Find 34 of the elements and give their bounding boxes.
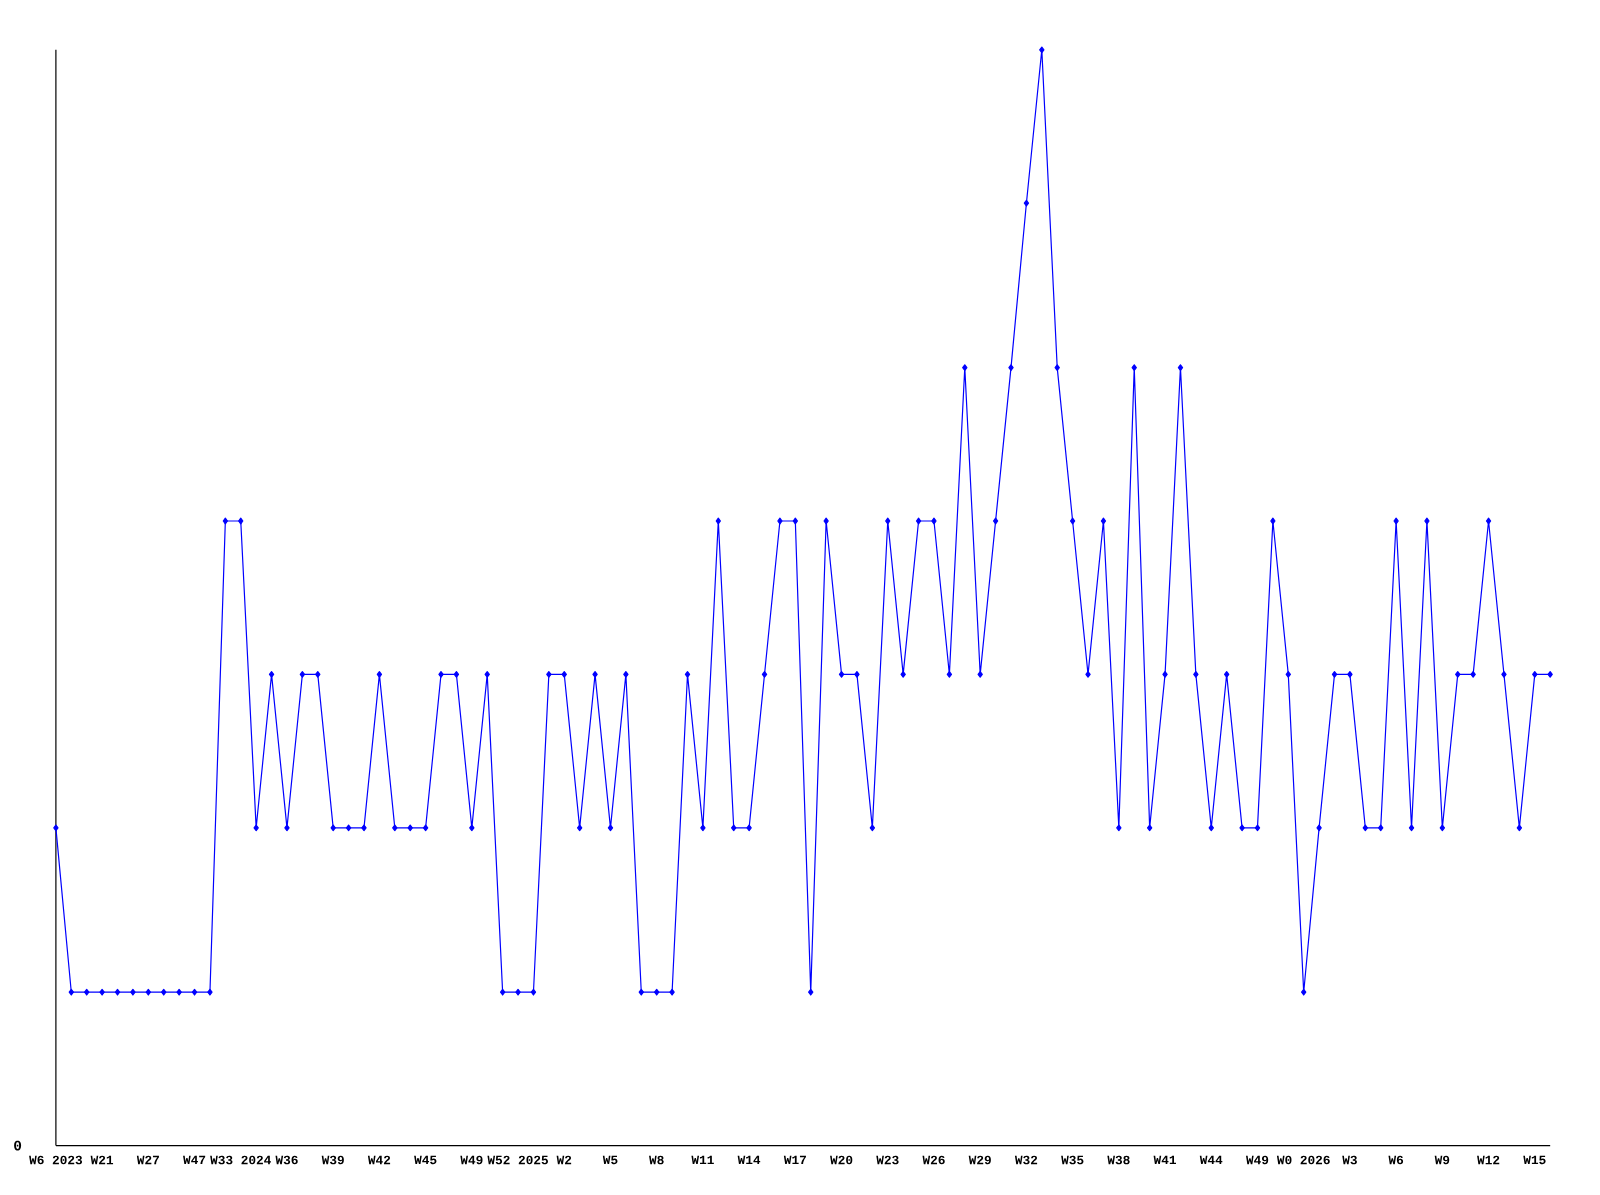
x-tick-label: W36	[275, 1155, 298, 1165]
x-tick-label: W5	[602, 1155, 618, 1165]
x-tick-label: W11	[691, 1155, 714, 1164]
x-tick-label: W8	[649, 1155, 664, 1165]
x-tick-label: W9	[1434, 1155, 1450, 1165]
x-tick-label: W32	[1014, 1155, 1038, 1165]
x-tick-label: W42	[367, 1155, 391, 1165]
x-tick-label: W49	[1246, 1155, 1269, 1165]
x-tick-label: W33 2024	[210, 1155, 271, 1165]
x-tick-label: W52 2025	[487, 1155, 548, 1165]
x-tick-label: W20	[830, 1155, 853, 1165]
text: 0	[14, 1140, 22, 1151]
x-tick-label: W3	[1342, 1155, 1357, 1165]
x-tick-label: W27	[136, 1155, 159, 1165]
x-tick-label: W35	[1061, 1155, 1084, 1165]
x-tick-label: W38	[1107, 1155, 1130, 1165]
x-tick-label: W23	[876, 1155, 899, 1165]
x-tick-label: W44	[1199, 1155, 1223, 1164]
x-tick-label: W21	[90, 1155, 114, 1165]
x-tick-label: W6	[1388, 1155, 1404, 1165]
x-tick-label: W39	[321, 1155, 344, 1165]
x-tick-label: W47	[183, 1155, 206, 1164]
x-tick-label: W15	[1523, 1155, 1546, 1165]
x-tick-label: W2	[556, 1155, 572, 1165]
x-tick-label: W45	[414, 1155, 437, 1165]
x-tick-label: W0 2026	[1276, 1155, 1330, 1165]
x-tick-label: W14	[737, 1155, 761, 1164]
x-tick-label: W49	[460, 1155, 483, 1165]
x-tick-label: W6 2023	[29, 1155, 83, 1165]
x-tick-label: W41	[1153, 1155, 1176, 1164]
x-tick-label: W26	[922, 1155, 945, 1165]
x-tick-label: W12	[1477, 1155, 1500, 1165]
x-tick-label: W17	[783, 1155, 806, 1164]
x-tick-label: W29	[968, 1155, 991, 1165]
